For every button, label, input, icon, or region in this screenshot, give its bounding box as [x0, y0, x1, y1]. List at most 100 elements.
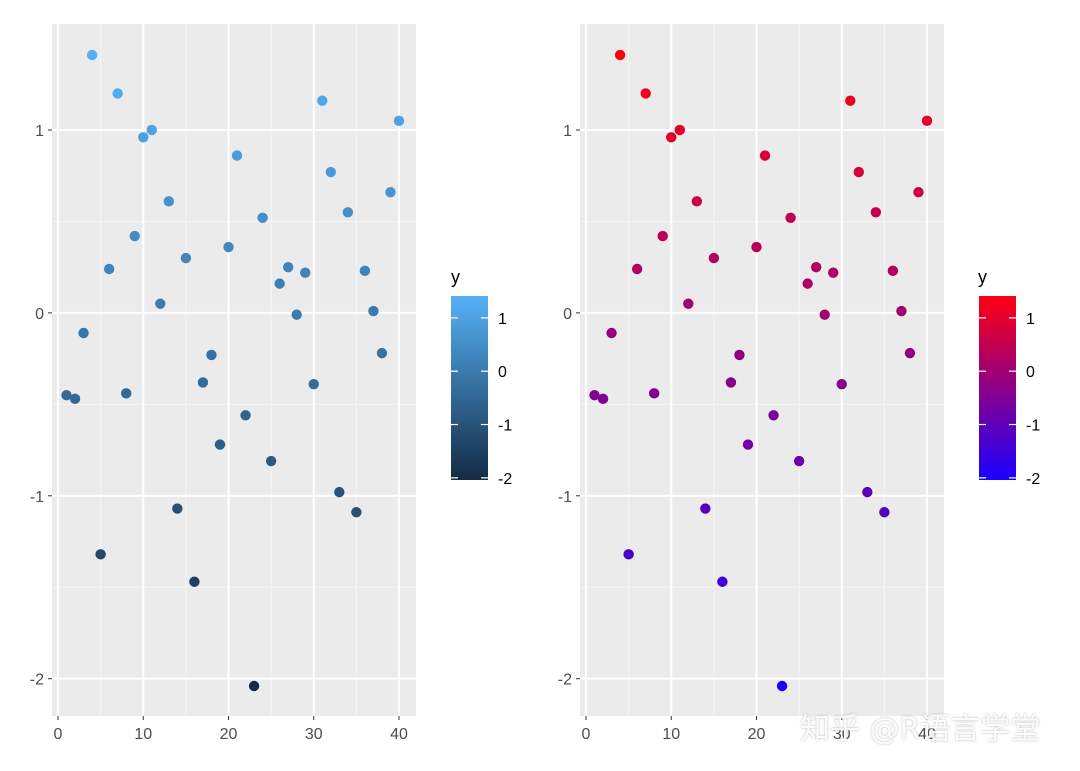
data-point	[870, 207, 882, 218]
data-point	[146, 124, 157, 136]
data-point	[257, 212, 268, 223]
data-point	[189, 576, 200, 587]
data-point	[674, 124, 685, 136]
data-point	[359, 265, 371, 277]
data-point	[325, 166, 336, 178]
data-point	[845, 95, 856, 106]
legend-label: -1	[1026, 418, 1040, 435]
legend-title: y	[978, 267, 987, 287]
data-point	[265, 455, 277, 467]
data-point	[138, 132, 149, 143]
data-point	[887, 265, 899, 277]
y-tick-label: 1	[35, 123, 44, 140]
x-tick-label: 40	[918, 726, 936, 743]
data-point	[240, 410, 251, 421]
data-point	[759, 150, 771, 161]
data-point	[129, 230, 140, 242]
y-tick-label: 0	[563, 306, 572, 323]
data-point	[862, 486, 873, 498]
data-point	[802, 278, 813, 289]
legend-label: 0	[1026, 364, 1035, 381]
x-tick-label: 30	[833, 726, 851, 743]
data-point	[368, 305, 379, 317]
data-point	[614, 49, 626, 61]
x-tick-label: 0	[582, 726, 591, 743]
data-point	[61, 389, 72, 401]
y-tick-label: -1	[558, 489, 572, 506]
data-point	[300, 267, 311, 278]
data-point	[623, 549, 634, 560]
data-point	[913, 186, 924, 198]
watermark-text: 知乎 @R语言学堂	[800, 712, 1041, 747]
x-tick-label: 40	[390, 726, 408, 743]
data-point	[103, 263, 115, 275]
data-point	[828, 267, 839, 278]
data-point	[734, 349, 745, 361]
x-tick-label: 10	[662, 726, 680, 743]
data-point	[904, 347, 916, 359]
data-point	[86, 49, 98, 61]
data-point	[776, 680, 788, 692]
x-tick-label: 0	[54, 726, 63, 743]
y-tick-label: 0	[35, 306, 44, 323]
y-tick-label: -1	[30, 489, 44, 506]
data-point	[853, 166, 864, 178]
data-point	[180, 252, 192, 264]
data-point	[385, 186, 396, 198]
data-point	[691, 196, 703, 207]
data-point	[896, 305, 907, 317]
data-point	[666, 132, 677, 143]
colorbar	[451, 296, 488, 480]
legend-label: -1	[498, 418, 512, 435]
data-point	[649, 388, 660, 399]
data-point	[921, 115, 933, 127]
data-point	[163, 196, 175, 207]
data-point	[597, 393, 609, 405]
data-point	[121, 388, 132, 399]
data-point	[751, 241, 762, 253]
data-point	[717, 576, 728, 587]
colorbar	[979, 296, 1016, 480]
data-point	[836, 379, 847, 390]
data-point	[351, 507, 362, 518]
legend-label: -2	[498, 471, 512, 488]
data-point	[282, 261, 294, 273]
data-point	[78, 327, 89, 339]
data-point	[274, 278, 285, 289]
x-tick-label: 10	[134, 726, 152, 743]
data-point	[376, 347, 388, 359]
data-point	[879, 507, 890, 518]
plot-background	[580, 24, 944, 716]
data-point	[206, 349, 217, 361]
data-point	[631, 263, 643, 275]
data-point	[69, 393, 81, 405]
legend-label: 0	[498, 364, 507, 381]
data-point	[725, 377, 737, 388]
data-point	[214, 439, 226, 450]
x-tick-label: 20	[220, 726, 238, 743]
data-point	[589, 389, 600, 401]
x-tick-label: 20	[748, 726, 766, 743]
data-point	[308, 379, 319, 390]
data-point	[248, 680, 260, 692]
data-point	[393, 115, 405, 127]
data-point	[683, 298, 694, 309]
data-point	[342, 207, 354, 218]
legend-title: y	[451, 267, 460, 287]
data-point	[197, 377, 209, 388]
plot-background	[52, 24, 416, 716]
data-point	[231, 150, 243, 161]
data-point	[155, 298, 166, 309]
data-point	[223, 241, 234, 253]
data-point	[742, 439, 754, 450]
data-point	[291, 309, 302, 320]
data-point	[317, 95, 328, 106]
data-point	[112, 88, 123, 99]
y-tick-label: -2	[558, 672, 572, 689]
data-point	[172, 503, 183, 514]
data-point	[708, 252, 720, 264]
legend-label: 1	[1026, 311, 1035, 328]
